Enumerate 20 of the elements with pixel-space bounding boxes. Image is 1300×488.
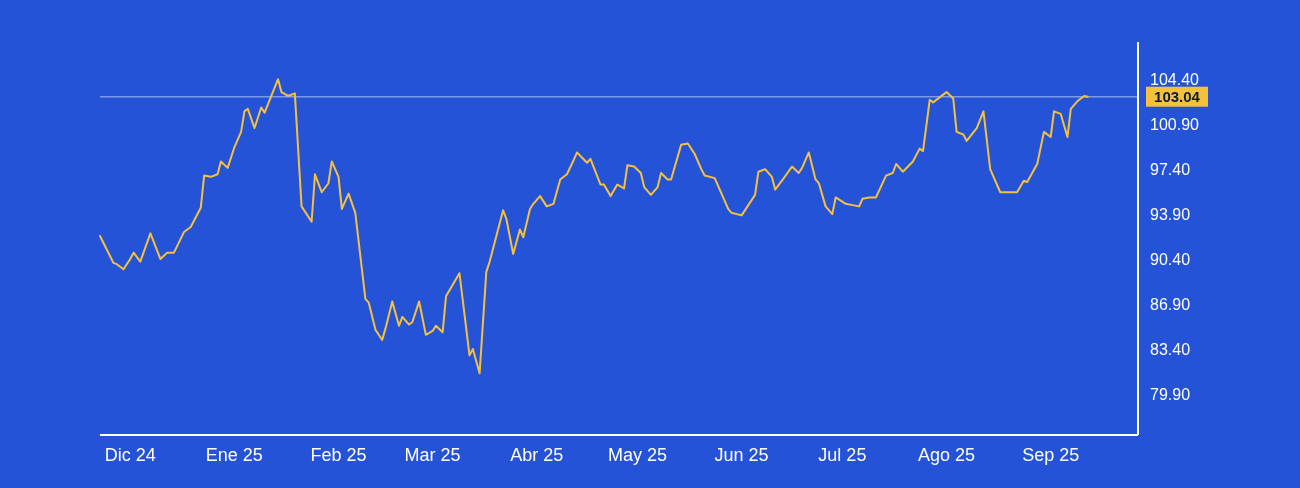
y-tick-label: 104.40	[1150, 71, 1200, 89]
y-tick-label: 90.40	[1150, 251, 1191, 269]
x-tick-label: Ene 25	[205, 445, 263, 465]
x-tick-label: Jul 25	[818, 445, 867, 465]
y-tick-label: 93.90	[1150, 206, 1191, 224]
y-tick-label: 83.40	[1150, 340, 1191, 358]
ref-line-label: 103.04	[1154, 88, 1201, 106]
y-tick-label: 97.40	[1150, 161, 1191, 179]
x-tick-label: Feb 25	[310, 445, 367, 465]
line-series	[99, 78, 1089, 375]
x-tick-label: Jun 25	[714, 445, 769, 465]
y-tick-label: 86.90	[1150, 296, 1191, 313]
x-tick-label: Sep 25	[1022, 445, 1080, 465]
x-tick-label: Abr 25	[510, 445, 564, 465]
y-tick-label: 79.90	[1150, 385, 1191, 403]
x-tick-label: May 25	[607, 445, 667, 465]
x-tick-label: Ago 25	[917, 445, 976, 465]
x-tick-label: Dic 24	[104, 445, 156, 465]
y-tick-label: 100.90	[1150, 116, 1200, 134]
x-tick-label: Mar 25	[404, 445, 461, 465]
